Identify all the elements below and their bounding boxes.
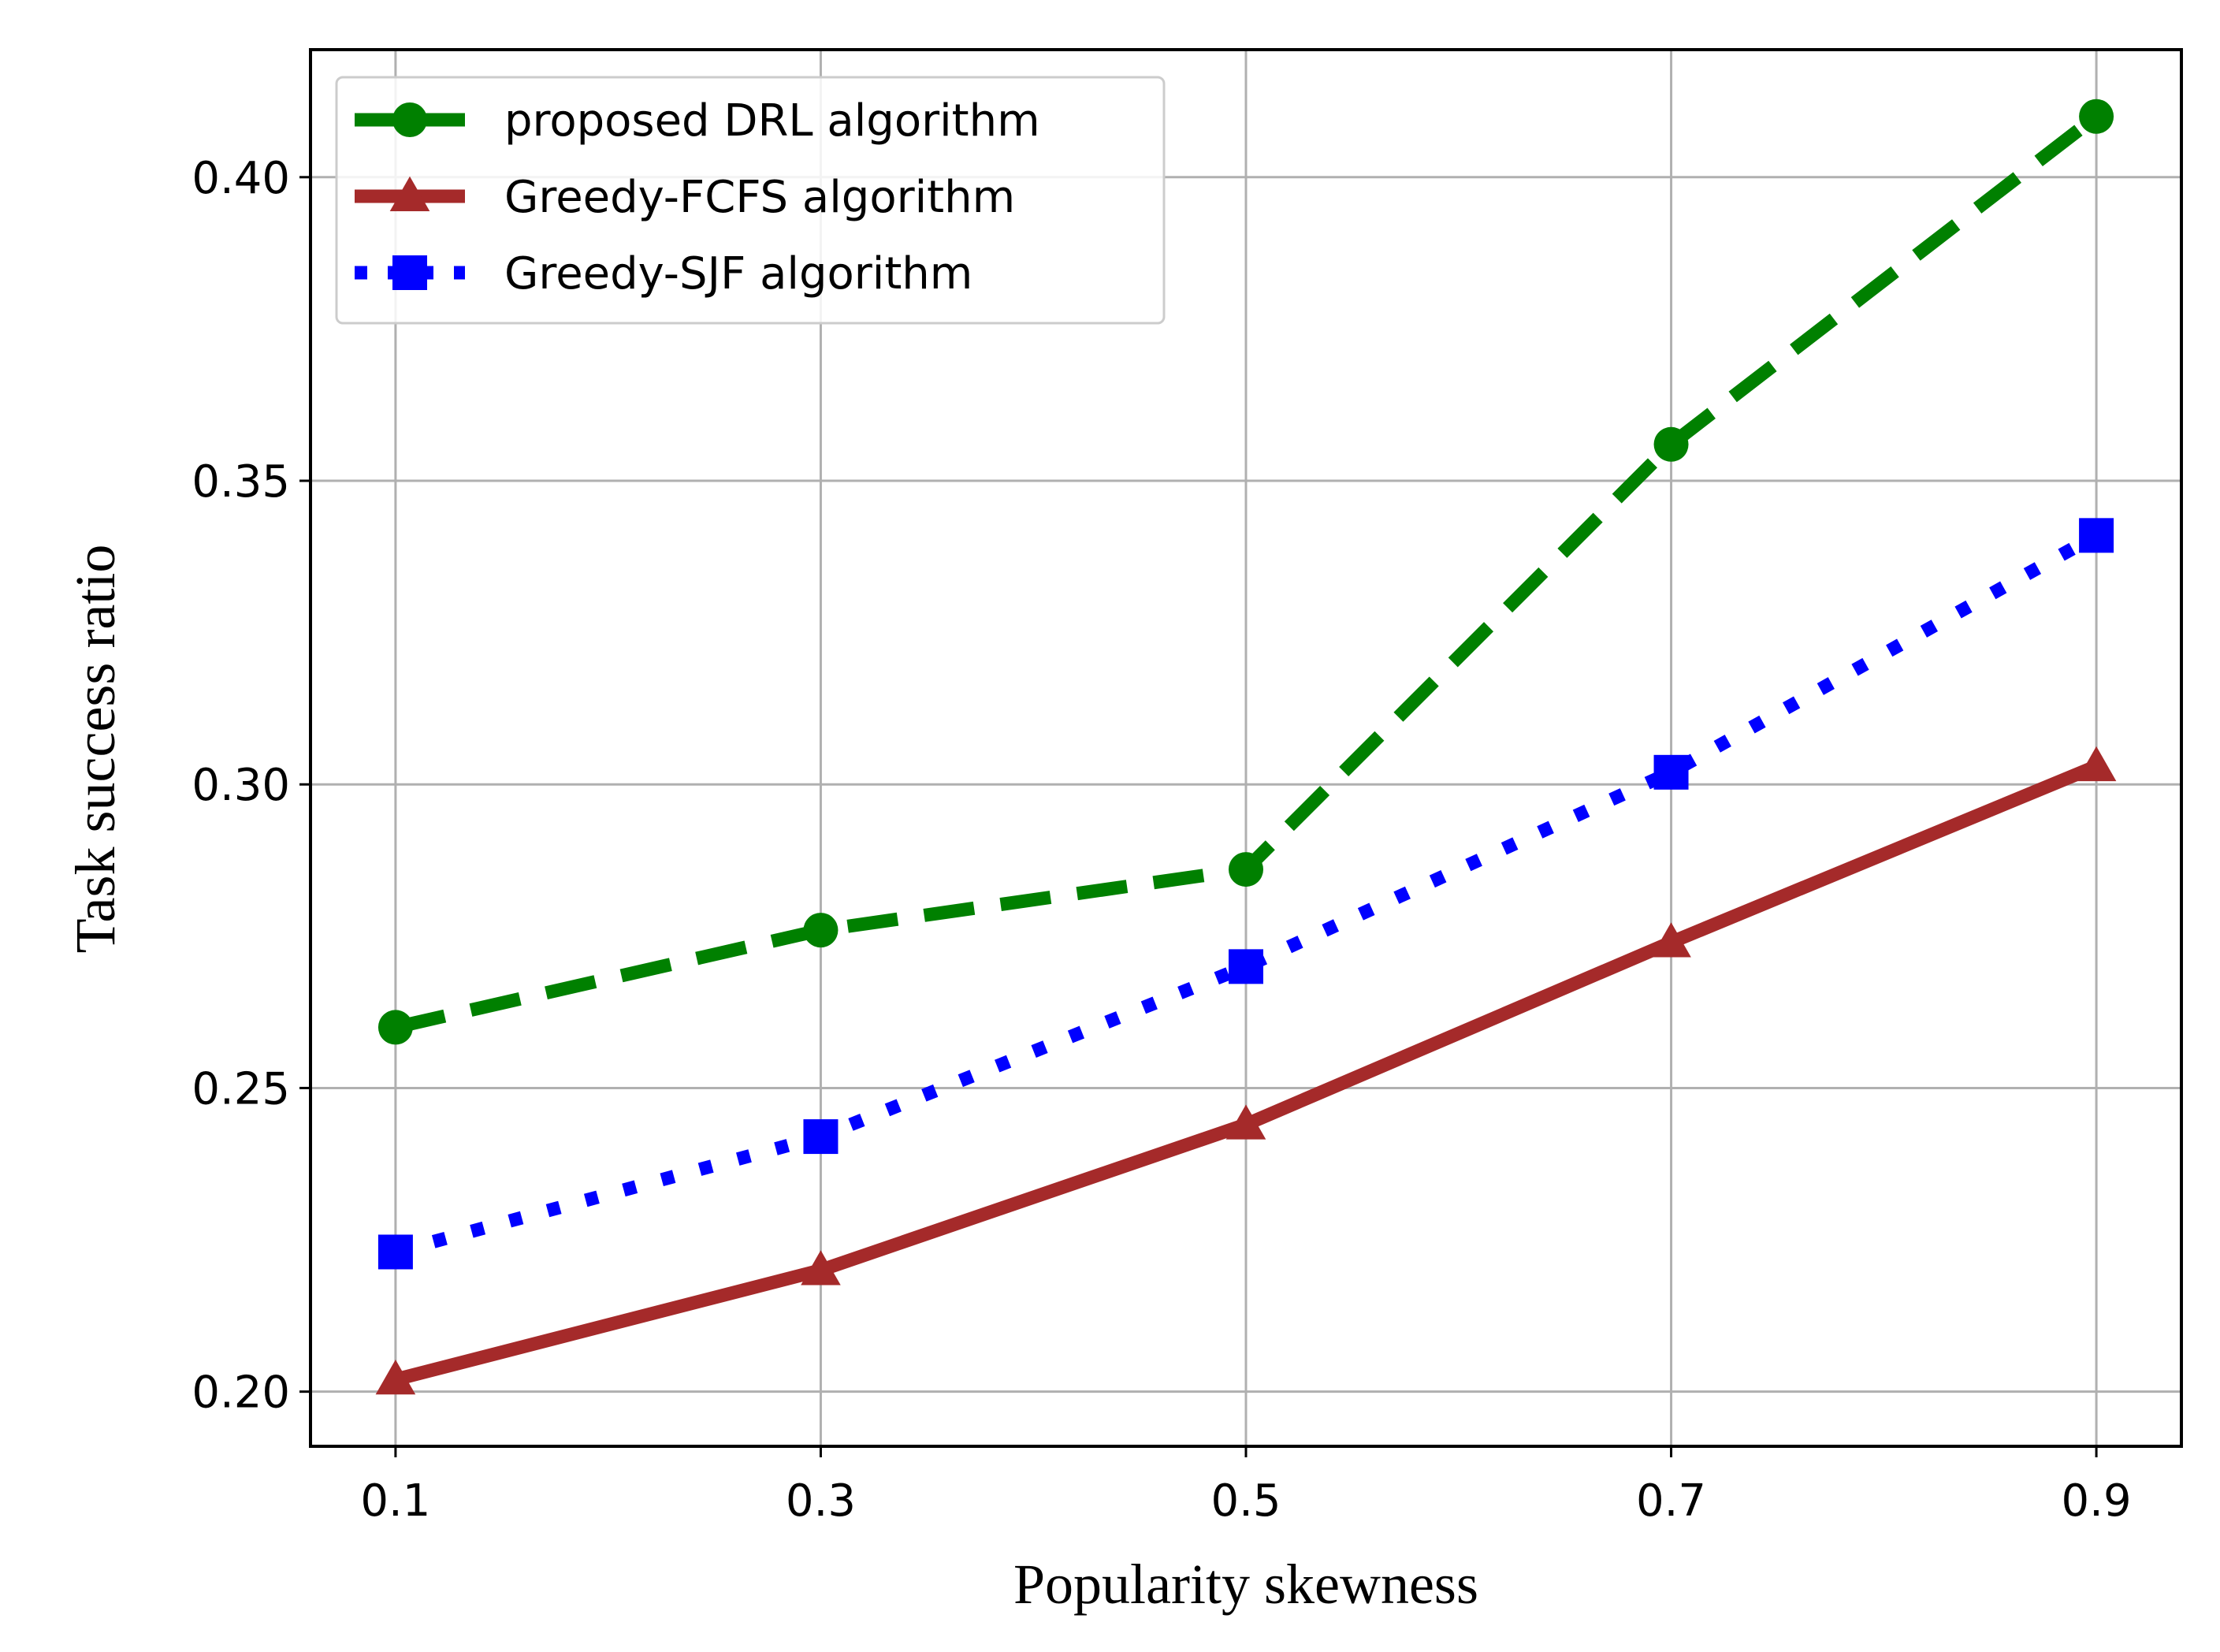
x-tick-label: 0.9 — [2062, 1475, 2132, 1527]
data-point — [1653, 754, 1689, 790]
data-point — [377, 1234, 413, 1270]
legend-marker — [392, 102, 427, 137]
x-tick-label: 0.3 — [786, 1475, 856, 1527]
legend-box — [335, 76, 1166, 325]
data-point — [803, 913, 839, 948]
data-point — [1229, 852, 1263, 887]
y-tick-label: 0.35 — [192, 456, 290, 508]
data-point — [803, 1119, 839, 1155]
x-axis-ticks: 0.1 0.3 0.5 0.7 0.9 — [360, 1446, 2132, 1527]
y-axis-title: Task success ratio — [64, 545, 127, 954]
y-tick-label: 0.30 — [192, 760, 290, 811]
legend: proposed DRL algorithm Greedy-FCFS algori… — [335, 76, 1166, 325]
series-lines — [375, 99, 2117, 1395]
series-3 — [377, 518, 2114, 1270]
data-point — [2076, 746, 2117, 782]
data-point — [1651, 922, 1691, 958]
data-point — [2079, 518, 2114, 553]
data-point — [1225, 1104, 1266, 1140]
legend-item: Greedy-SJF algorithm — [355, 248, 972, 300]
series-2 — [375, 746, 2117, 1395]
data-point — [377, 1010, 413, 1045]
data-point — [1229, 949, 1263, 984]
data-point — [1653, 426, 1689, 462]
legend-label: Greedy-FCFS algorithm — [504, 172, 1015, 223]
x-axis-title: Popularity skewness — [1013, 1553, 1478, 1616]
x-tick-label: 0.1 — [360, 1475, 430, 1527]
legend-label: proposed DRL algorithm — [504, 95, 1040, 147]
y-axis-ticks: 0.20 0.25 0.30 0.35 0.40 — [192, 153, 311, 1419]
y-tick-label: 0.40 — [192, 153, 290, 204]
legend-marker — [389, 176, 430, 211]
y-tick-label: 0.20 — [192, 1367, 290, 1419]
data-point — [2079, 99, 2114, 134]
data-point — [801, 1250, 841, 1286]
x-tick-label: 0.5 — [1210, 1475, 1281, 1527]
x-tick-label: 0.7 — [1636, 1475, 1706, 1527]
legend-item: proposed DRL algorithm — [355, 95, 1040, 147]
grid-lines — [311, 50, 2181, 1446]
y-tick-label: 0.25 — [192, 1063, 290, 1114]
data-point — [375, 1359, 416, 1395]
legend-label: Greedy-SJF algorithm — [504, 248, 972, 300]
legend-item: Greedy-FCFS algorithm — [355, 172, 1015, 223]
legend-marker — [392, 255, 427, 290]
series-1 — [377, 99, 2114, 1045]
